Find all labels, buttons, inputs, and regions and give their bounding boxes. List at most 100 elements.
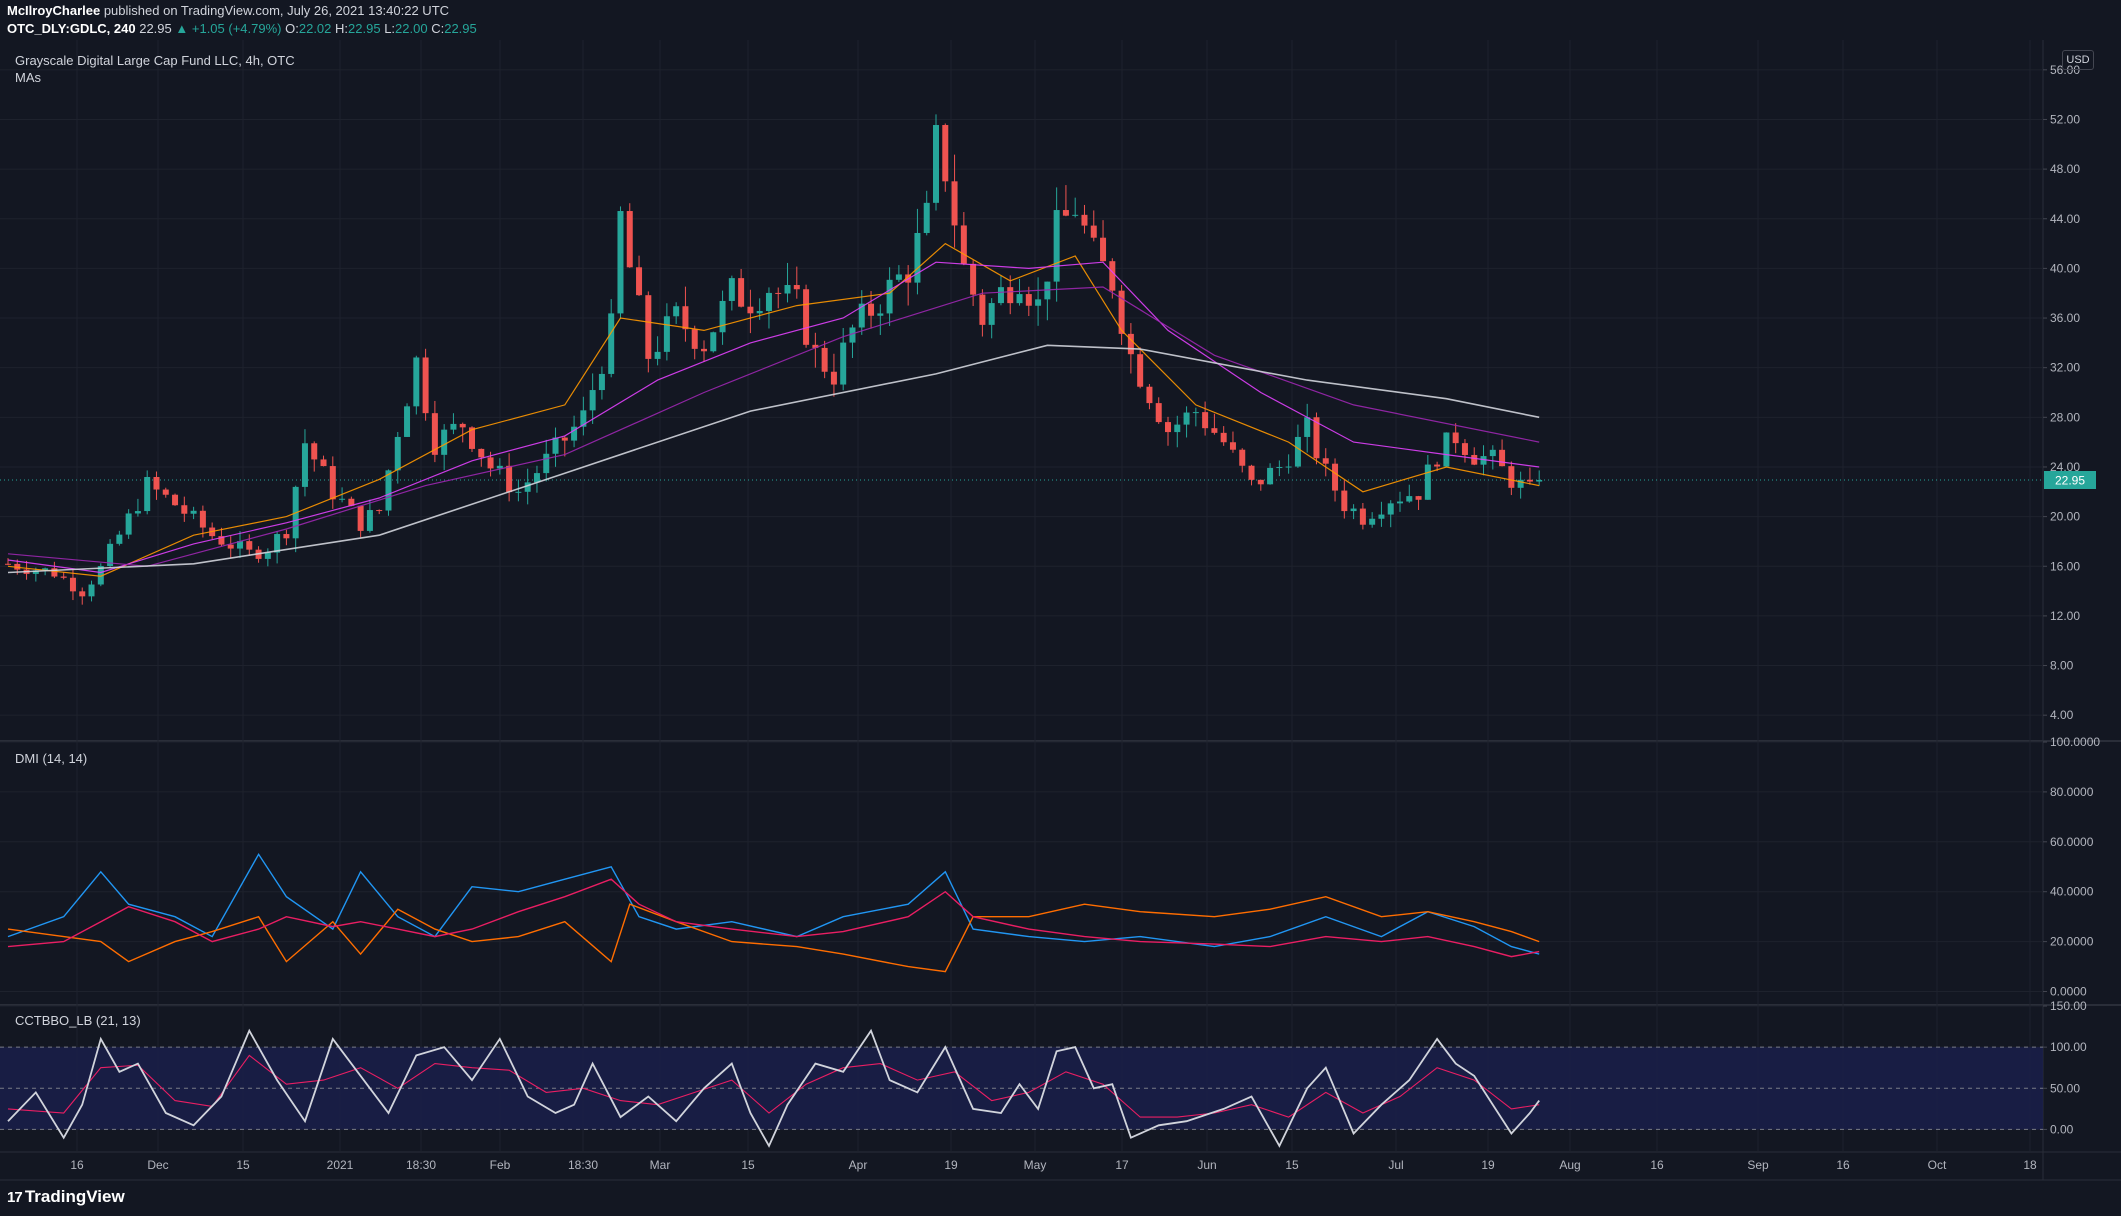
candle-body (701, 348, 707, 352)
candle-body (42, 568, 49, 571)
price-tick-label: 24.00 (2050, 460, 2080, 474)
candle-body (1517, 479, 1524, 488)
time-tick-label: 18:30 (568, 1158, 598, 1172)
candle-body (914, 232, 921, 283)
candle-body (1109, 261, 1116, 291)
currency-button[interactable]: USD (2062, 50, 2094, 70)
candle-body (1489, 449, 1496, 457)
time-tick-label: Oct (1928, 1158, 1947, 1172)
candle-body (125, 513, 132, 535)
high-value: 22.95 (348, 21, 381, 36)
candle-body (673, 306, 680, 317)
candle-body (1536, 479, 1543, 482)
price-tick-label: 32.00 (2050, 361, 2080, 375)
candle-body (181, 505, 188, 514)
candle-body (1332, 463, 1339, 491)
candle-body (172, 494, 179, 506)
price-tick-label: 4.00 (2050, 708, 2074, 722)
candle-body (1322, 458, 1329, 464)
publisher-name[interactable]: McIlroyCharlee (7, 3, 101, 18)
candle-body (79, 591, 86, 597)
cct-tick-label: 50.00 (2050, 1081, 2080, 1095)
candle-body (190, 510, 197, 514)
price-tick-label: 12.00 (2050, 609, 2080, 623)
candle-body (1424, 464, 1431, 500)
candle-body (960, 225, 967, 264)
candle-body (1257, 479, 1264, 485)
candle-body (1397, 501, 1403, 504)
candle-body (1165, 422, 1171, 433)
time-tick-label: 16 (1650, 1158, 1664, 1172)
price-tick-label: 52.00 (2050, 112, 2080, 126)
tradingview-logo: 17 TradingView (7, 1187, 125, 1207)
price-tick-label: 36.00 (2050, 311, 2080, 325)
dmi-panel-title[interactable]: DMI (14, 14) (15, 751, 88, 766)
last-price-badge-label: 22.95 (2055, 473, 2085, 487)
ma-line-long (7, 344, 1540, 574)
candle-body (682, 306, 689, 330)
candle-body (1378, 514, 1385, 519)
dmi-line-plus (7, 852, 1540, 955)
candle-body (1452, 432, 1459, 444)
time-tick-label: May (1024, 1158, 1047, 1172)
dmi-tick-label: 60.0000 (2050, 835, 2094, 849)
price-tick-label: 20.00 (2050, 510, 2080, 524)
candle-body (1294, 436, 1301, 467)
cct-panel-title[interactable]: CCTBBO_LB (21, 13) (15, 1013, 141, 1028)
candle-body (394, 436, 401, 471)
candle-body (1081, 214, 1088, 226)
candle-body (691, 329, 698, 349)
candle-body (1100, 237, 1107, 262)
candle-body (376, 510, 383, 512)
candle-body (320, 459, 327, 467)
candle-body (821, 347, 828, 372)
candle-body (793, 285, 800, 290)
candle-body (1229, 442, 1236, 450)
candle-body (1415, 496, 1422, 500)
time-tick-label: Dec (147, 1158, 168, 1172)
candle-body (1220, 432, 1227, 443)
candle-body (803, 289, 810, 345)
time-tick-label: 17 (1115, 1158, 1129, 1172)
candle-body (1202, 412, 1209, 429)
candle-body (1276, 467, 1283, 469)
candle-body (543, 453, 550, 474)
tradingview-logo-text: TradingView (24, 1187, 125, 1206)
time-tick-label: 18 (2023, 1158, 2037, 1172)
ma-line-mid (7, 261, 1540, 574)
candle-body (868, 303, 875, 316)
candle-body (496, 465, 503, 469)
cct-tick-label: 100.00 (2050, 1040, 2087, 1054)
candle-body (264, 552, 271, 559)
candle-body (571, 426, 578, 441)
candle-body (849, 327, 856, 343)
candle-body (1387, 503, 1394, 515)
candle-body (144, 476, 151, 512)
candle-body (413, 357, 420, 407)
candle-body (979, 294, 986, 325)
candle-body (246, 541, 253, 550)
time-tick-label: Apr (849, 1158, 868, 1172)
candle-body (357, 505, 364, 531)
candle-body (1248, 465, 1255, 480)
candle-body (301, 443, 308, 487)
low-value: 22.00 (395, 21, 428, 36)
candle-body (1053, 210, 1060, 282)
candle-body (1174, 424, 1181, 433)
candle-body (561, 437, 568, 441)
cct-tick-label: 0.00 (2050, 1122, 2074, 1136)
time-tick-label: Jul (1388, 1158, 1403, 1172)
ohlc-legend: OTC_DLY:GDLC, 240 22.95 ▲ +1.05 (+4.79%)… (7, 21, 477, 36)
ma-indicator-label[interactable]: MAs (15, 70, 41, 85)
candle-body (1526, 479, 1533, 482)
candle-body (719, 300, 726, 333)
candle-body (97, 566, 104, 585)
candle-body (626, 211, 633, 268)
candle-body (617, 211, 624, 314)
candle-body (1267, 467, 1274, 485)
candle-body (942, 125, 949, 182)
open-label: O: (285, 21, 299, 36)
candle-body (51, 568, 58, 577)
candle-body (459, 423, 466, 428)
